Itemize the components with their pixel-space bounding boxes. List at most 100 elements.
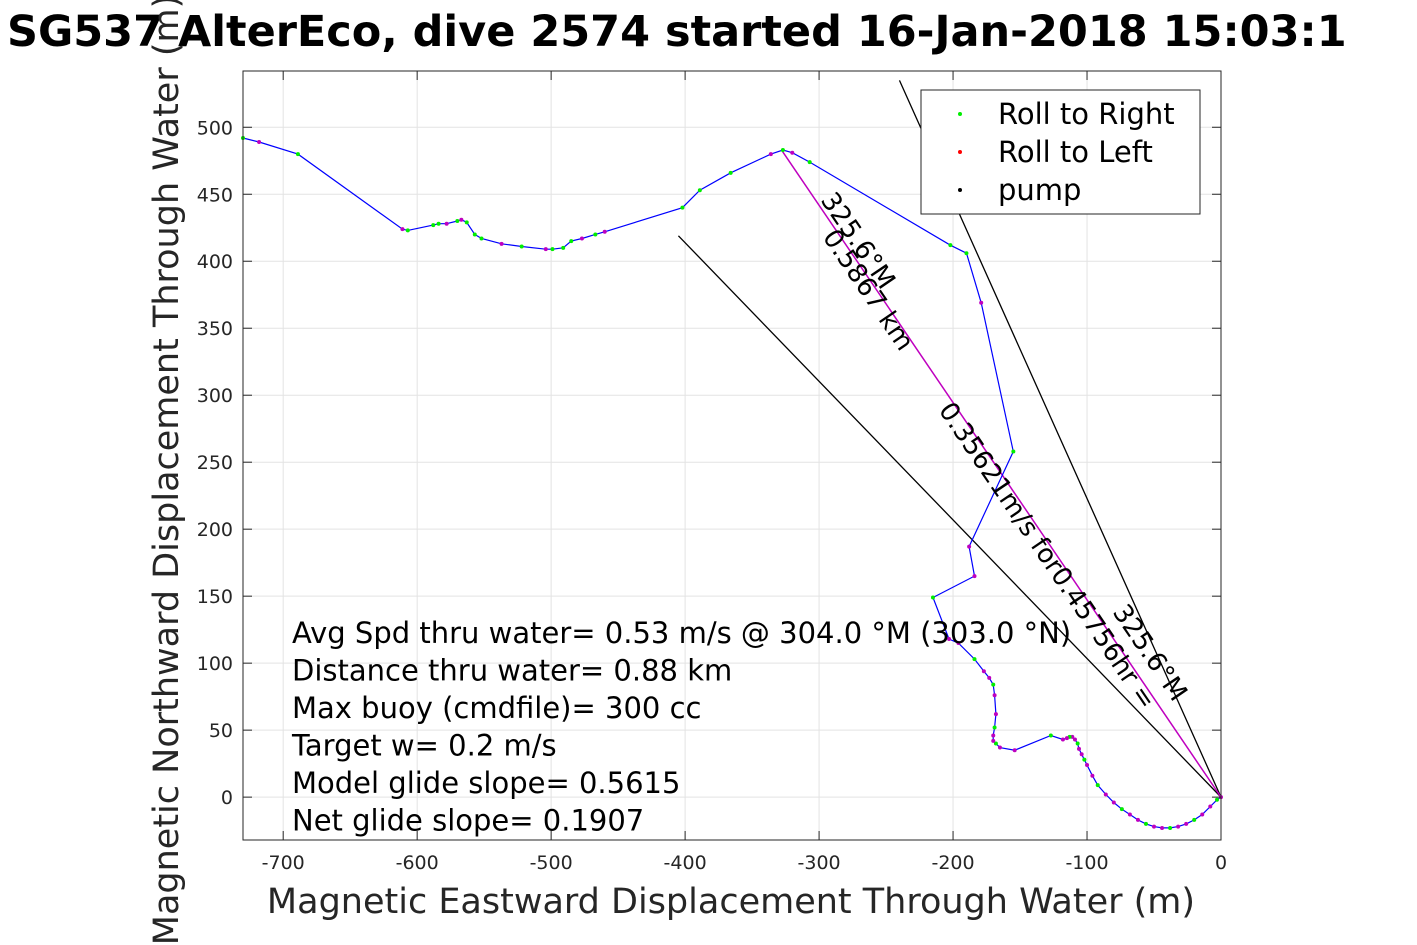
track-point [790,150,795,155]
x-tick-label: -200 [931,852,974,874]
track-point [1200,812,1205,817]
track-point [991,738,996,743]
y-tick-label: 50 [209,720,233,742]
x-tick-label: -300 [798,852,841,874]
speed-duration-label: 0.35621m/s for0.45756hr = [932,397,1161,715]
track-point [519,244,524,249]
y-tick-label: 500 [197,117,233,139]
track-point [1208,804,1213,809]
track-point [972,574,977,579]
track-point [459,217,464,222]
track-point [1168,825,1173,830]
tick-labels: -700 -600 -500 -400 -300 -200 -100 0 0 50 100 150 20… [197,71,1227,874]
legend-marker-roll-right [958,112,962,116]
track-point [991,733,996,738]
track-point [1012,748,1017,753]
x-tick-label: -700 [262,852,305,874]
track-point [979,300,984,305]
y-tick-label: 100 [197,653,233,675]
track-point [807,160,812,165]
track-point [956,641,961,646]
track-point [967,544,972,549]
legend-label-pump: pump [998,173,1081,207]
track-point [579,236,584,241]
track-point [593,232,598,237]
track-point [987,675,992,680]
track-point [431,223,436,228]
x-tick-label: -400 [664,852,707,874]
track-point [991,682,996,687]
annotation-line: Net glide slope= 0.1907 [292,804,644,838]
track-point [1064,736,1069,741]
track-point [1075,741,1080,746]
legend-label-roll-right: Roll to Right [998,97,1175,131]
x-tick-label: -500 [530,852,573,874]
track-point [455,219,460,224]
y-tick-label: 400 [197,251,233,273]
legend: Roll to Right Roll to Left pump [920,89,1201,215]
track-point [1079,752,1084,757]
course-segment [780,149,1222,798]
track-point [1119,807,1124,812]
track-point [1192,817,1197,822]
x-tick-label: -100 [1065,852,1108,874]
track-point [436,221,441,226]
y-tick-label: 300 [197,385,233,407]
y-tick-label: 150 [197,586,233,608]
track-point [947,637,952,642]
track-point [1103,792,1108,797]
track-point [550,247,555,252]
track-point [1060,737,1065,742]
legend-box [920,89,1201,215]
track-point [257,140,262,145]
legend-label-roll-left: Roll to Left [998,135,1153,169]
track-point [499,241,504,246]
track-point [444,221,449,226]
track-point [1072,737,1077,742]
track-point [479,236,484,241]
track-point [602,229,607,234]
track-point [1135,817,1140,822]
track-point [1143,821,1148,826]
track-point [472,232,477,237]
track-point [1176,824,1181,829]
y-tick-label: 250 [197,452,233,474]
track-point [1184,821,1189,826]
guide-line [677,235,1222,798]
track-point [1214,797,1219,802]
annotation-line: Distance thru water= 0.88 km [292,654,732,688]
y-tick-label: 450 [197,184,233,206]
track-point [1095,783,1100,788]
track-point [768,152,773,157]
track-point [972,657,977,662]
annotation-line: Model glide slope= 0.5615 [292,766,680,800]
track-point [405,228,410,233]
annotation-line: Target w= 0.2 m/s [291,729,557,763]
track-point [1160,825,1165,830]
track-point [1127,812,1132,817]
track-point [1082,757,1087,762]
track-points [241,135,1223,830]
x-axis-label: Magnetic Eastward Displacement Through W… [267,882,1195,922]
x-tick-label: -600 [396,852,439,874]
track-point [680,205,685,210]
track-point [948,243,953,248]
track-point [1048,733,1053,738]
track-point [1090,773,1095,778]
track-point [930,595,935,600]
y-axis-label: Magnetic Northward Displacement Through … [147,0,187,945]
track-point [1111,800,1116,805]
annotation-line: Max buoy (cmdfile)= 300 cc [292,691,701,725]
track-point [997,745,1002,750]
track-point [1076,746,1081,751]
track-point [295,152,300,157]
track-point [561,245,566,250]
legend-marker-roll-left [958,150,962,154]
track-point [992,725,997,730]
legend-marker-pump [958,188,962,192]
plot-frame [242,70,1222,841]
track-point [569,239,574,244]
track-point [992,693,997,698]
x-tick-label: 0 [1215,852,1227,874]
track-point [1152,824,1157,829]
